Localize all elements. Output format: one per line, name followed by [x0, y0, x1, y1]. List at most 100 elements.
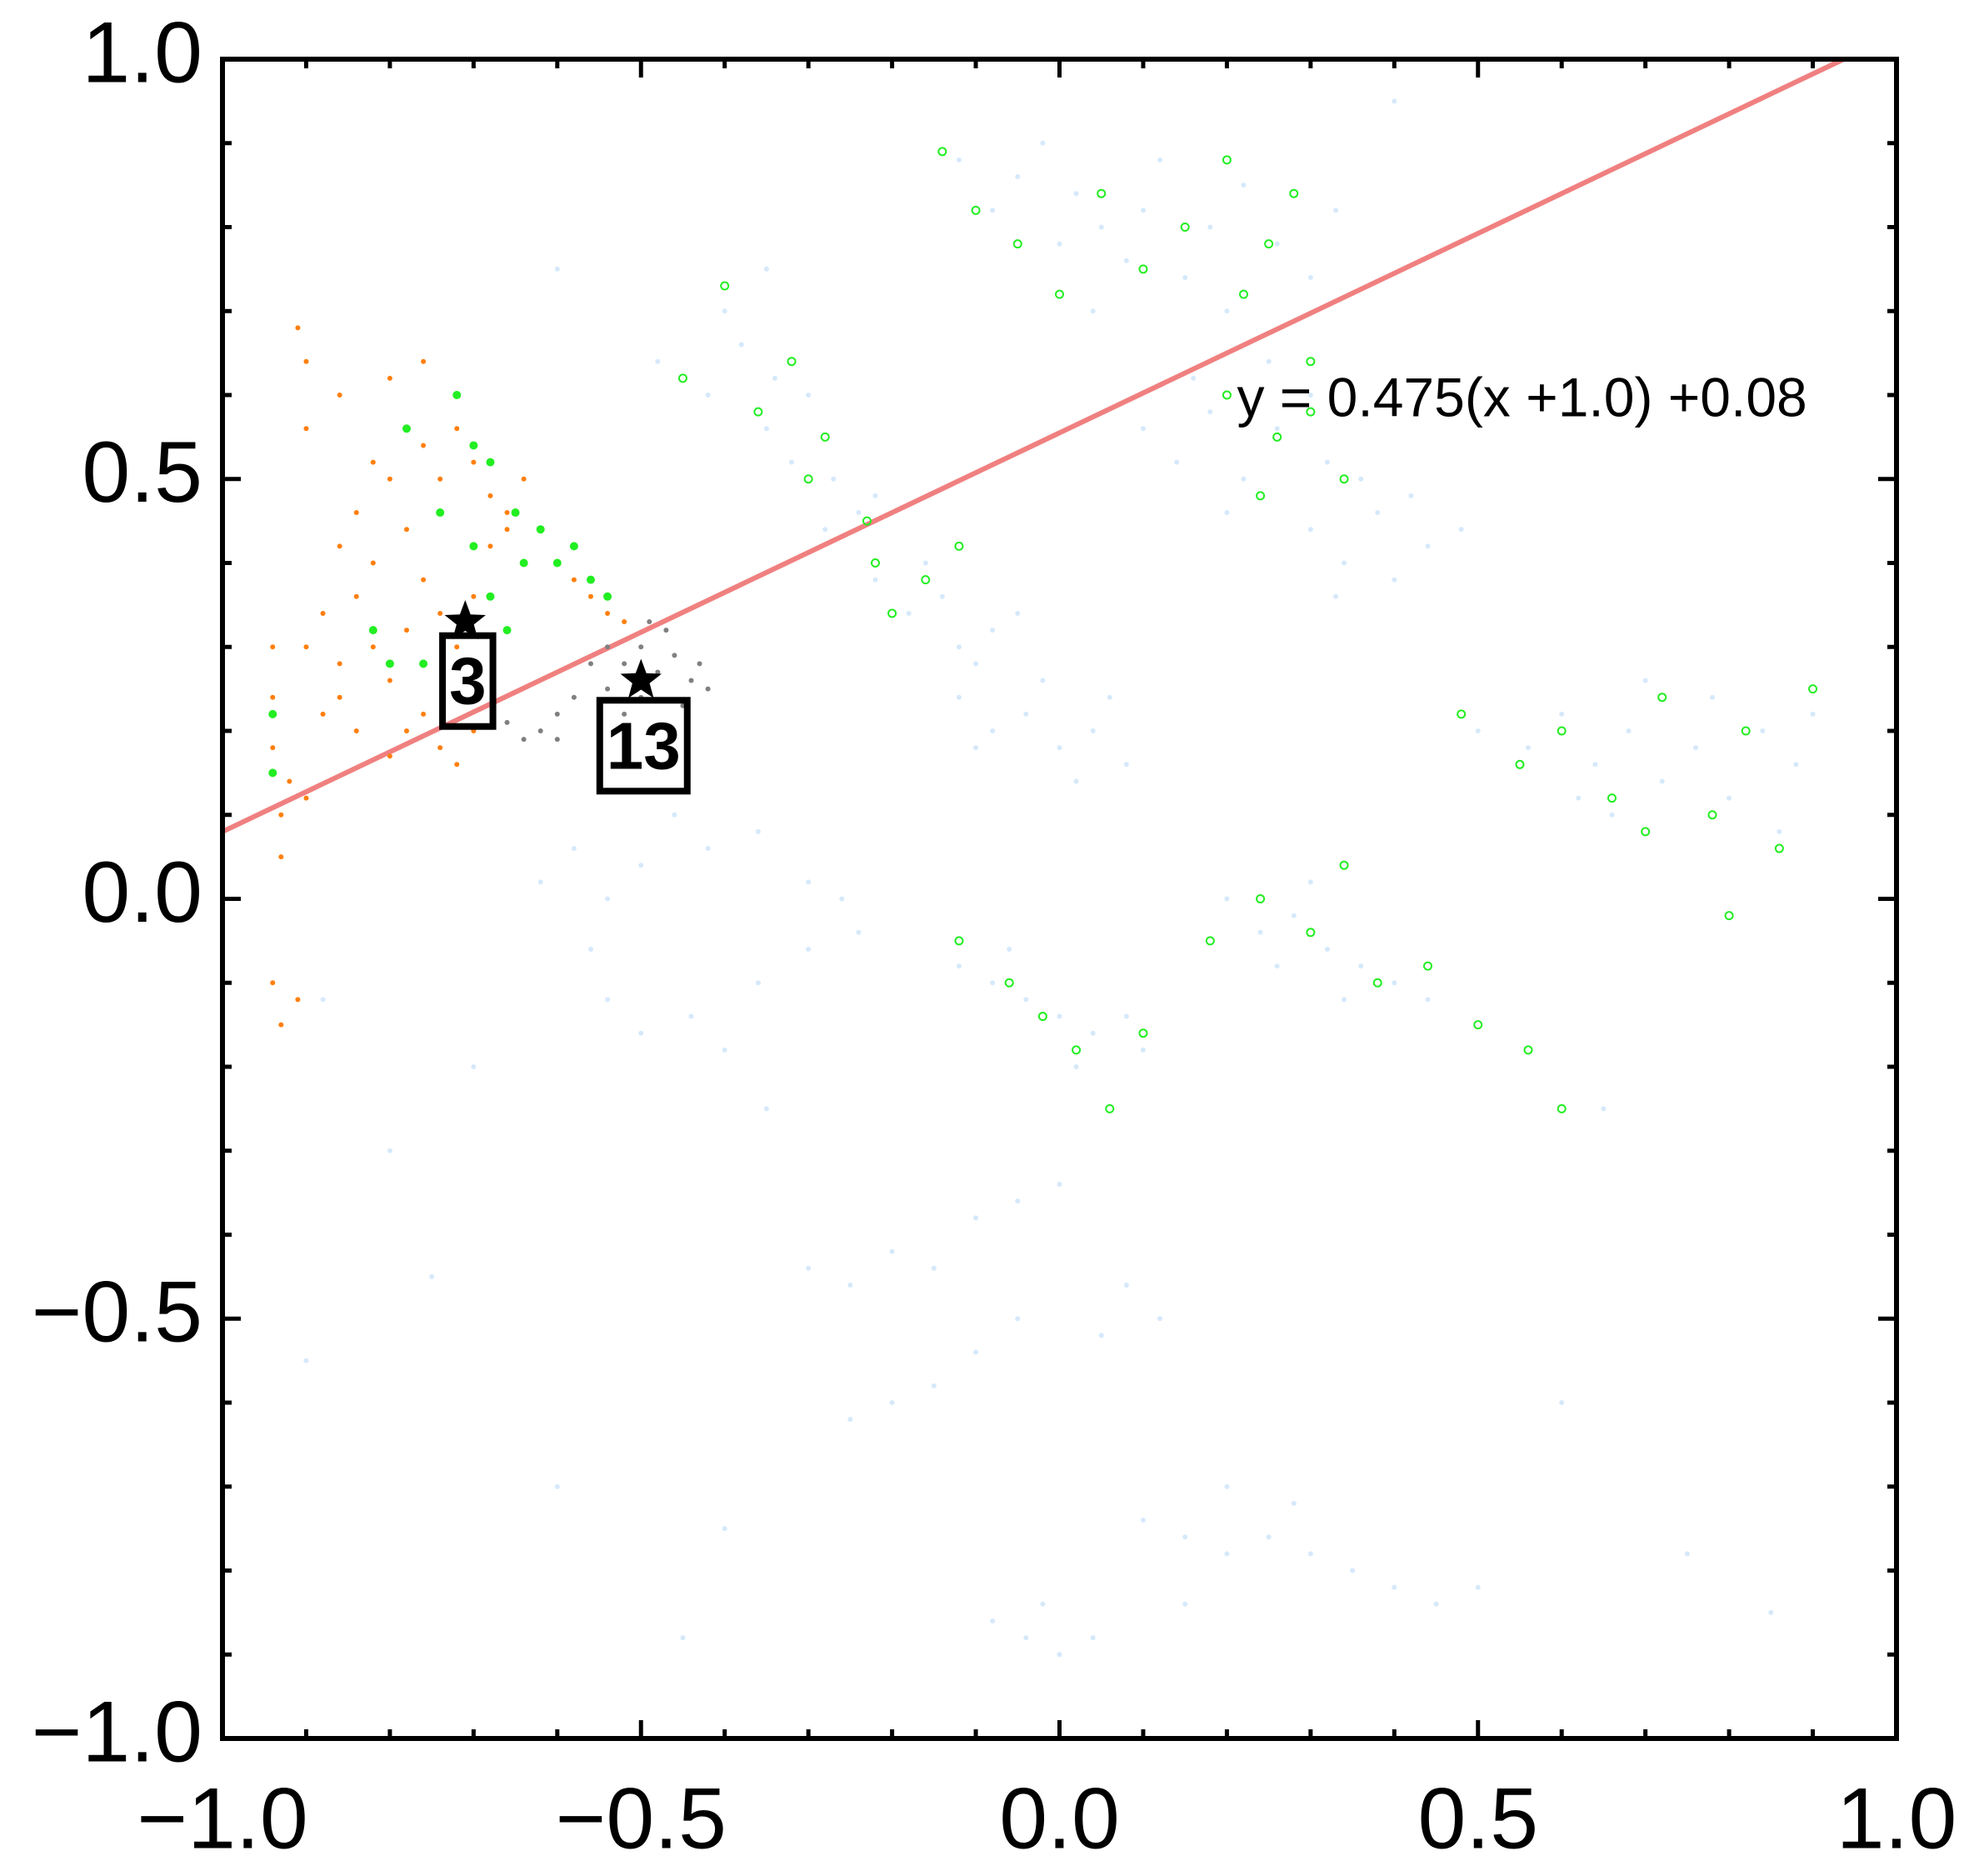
- point: [672, 653, 677, 658]
- point: [1358, 963, 1364, 969]
- point: [1274, 426, 1280, 432]
- point: [303, 358, 309, 364]
- point: [587, 946, 593, 952]
- point: [1408, 493, 1414, 498]
- point: [403, 527, 409, 533]
- point: [1015, 1198, 1021, 1204]
- point: [605, 644, 611, 650]
- point-ring: [921, 575, 931, 585]
- point: [889, 1400, 895, 1405]
- point: [1307, 879, 1313, 885]
- point: [554, 737, 560, 743]
- point: [705, 846, 711, 852]
- point: [487, 493, 493, 498]
- point: [436, 508, 445, 518]
- point: [1266, 1534, 1272, 1540]
- point: [504, 527, 510, 533]
- point-ring: [1607, 793, 1617, 803]
- point-ring: [1306, 357, 1316, 367]
- x-tick-label: 1.0: [1837, 1770, 1957, 1867]
- point: [622, 619, 627, 625]
- point: [1207, 224, 1213, 230]
- point-ring: [937, 147, 947, 157]
- point: [647, 619, 652, 625]
- y-tick-label: 0.5: [82, 424, 202, 521]
- point: [486, 458, 495, 467]
- point-ring: [1339, 860, 1349, 870]
- point: [1266, 358, 1272, 364]
- point: [1090, 308, 1096, 314]
- point: [990, 1618, 996, 1623]
- point-ring: [1724, 911, 1734, 921]
- point-ring: [1339, 474, 1349, 484]
- point: [1140, 426, 1146, 432]
- point: [287, 778, 292, 784]
- point: [638, 863, 644, 868]
- point: [605, 610, 611, 616]
- star-marker: [444, 600, 486, 640]
- point: [1182, 1534, 1188, 1540]
- point: [353, 728, 359, 733]
- point: [1425, 997, 1431, 1003]
- point: [789, 459, 795, 465]
- point: [603, 592, 612, 601]
- point: [502, 626, 512, 635]
- point: [697, 661, 702, 667]
- point: [337, 393, 342, 398]
- point: [471, 1064, 477, 1069]
- point-ring: [1306, 407, 1316, 417]
- y-tick-label: 0.0: [82, 844, 202, 941]
- point: [688, 678, 694, 683]
- x-tick-label: 0.5: [1417, 1770, 1538, 1867]
- point-ring: [1055, 289, 1064, 299]
- point-ring: [1557, 1103, 1567, 1113]
- point: [655, 669, 661, 675]
- point: [722, 1526, 727, 1532]
- point: [320, 610, 326, 616]
- point: [471, 593, 477, 599]
- point: [1015, 1316, 1021, 1322]
- point: [622, 711, 627, 717]
- point-ring: [1515, 759, 1525, 769]
- point-ring: [1808, 684, 1818, 694]
- point: [1684, 1551, 1690, 1557]
- point-ring: [753, 407, 763, 417]
- point: [368, 626, 377, 635]
- point-ring: [803, 474, 813, 484]
- point: [1358, 476, 1364, 482]
- point: [1140, 208, 1146, 213]
- annotation-label: 3: [449, 644, 487, 718]
- point: [537, 879, 543, 885]
- point: [1098, 224, 1104, 230]
- point: [353, 510, 359, 516]
- point: [738, 342, 744, 348]
- point: [421, 358, 427, 364]
- point: [638, 1030, 644, 1036]
- point: [1007, 946, 1012, 952]
- point-ring: [971, 205, 981, 215]
- plot-area: [268, 98, 1818, 1658]
- point: [469, 441, 478, 450]
- point: [303, 644, 309, 650]
- point: [1040, 678, 1046, 683]
- point-ring: [1256, 894, 1266, 903]
- point: [1224, 1483, 1230, 1489]
- point: [1559, 711, 1565, 717]
- point: [571, 577, 577, 583]
- point: [370, 560, 376, 566]
- point: [421, 443, 427, 448]
- point: [931, 1383, 937, 1388]
- point: [1182, 274, 1188, 280]
- point: [990, 980, 996, 986]
- point: [655, 358, 661, 364]
- point-ring: [1180, 223, 1190, 232]
- point: [1241, 183, 1247, 188]
- point: [1057, 241, 1062, 247]
- point: [763, 266, 769, 272]
- y-tick-label: −0.5: [32, 1264, 202, 1361]
- point: [1157, 1316, 1163, 1322]
- point-ring: [1012, 239, 1022, 249]
- point-ring: [820, 432, 830, 442]
- point: [270, 694, 276, 700]
- point: [1140, 1047, 1146, 1053]
